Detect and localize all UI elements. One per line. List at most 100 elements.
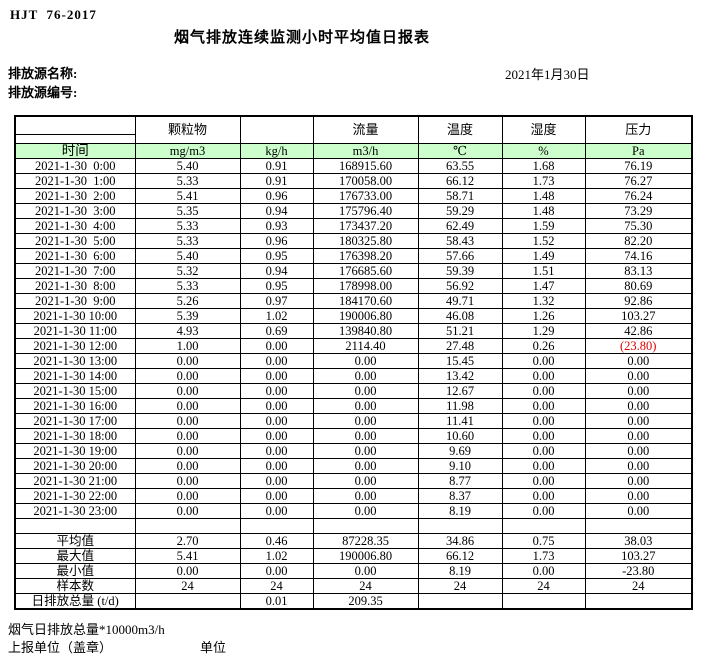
page-title: 烟气排放连续监测小时平均值日报表 xyxy=(173,30,430,46)
value-cell: 1.73 xyxy=(501,173,586,189)
data-row: 2021-1-30 4:00 5.33 0.93 173437.20 62.49 1.59… xyxy=(14,218,693,234)
summary-value: 0.00 xyxy=(239,563,314,579)
spacer-row xyxy=(14,518,693,534)
value-cell: 2114.40 xyxy=(312,338,419,354)
value-cell: 0.69 xyxy=(239,323,314,339)
value-cell: 0.00 xyxy=(501,443,586,459)
summary-value xyxy=(417,593,503,610)
value-cell: 0.00 xyxy=(239,473,314,489)
value-cell: 49.71 xyxy=(417,293,503,309)
time-cell: 2021-1-30 20:00 xyxy=(14,458,136,474)
summary-value: 190006.80 xyxy=(312,548,419,564)
summary-value: 87228.35 xyxy=(312,533,419,549)
value-cell: 5.33 xyxy=(134,278,241,294)
value-cell: 0.00 xyxy=(134,443,241,459)
summary-value: 24 xyxy=(312,578,419,594)
summary-row: 样本数 24 24 24 24 24 24 xyxy=(14,578,693,594)
summary-value xyxy=(584,593,693,610)
value-cell: 0.00 xyxy=(584,458,693,474)
value-cell: 0.00 xyxy=(584,413,693,429)
time-cell: 2021-1-30 19:00 xyxy=(14,443,136,459)
summary-value: 8.19 xyxy=(417,563,503,579)
summary-value: 38.03 xyxy=(584,533,693,549)
time-cell: 2021-1-30 15:00 xyxy=(14,383,136,399)
data-row: 2021-1-30 13:00 0.00 0.00 0.00 15.45 0.00 0.00 xyxy=(14,353,693,369)
summary-label: 平均值 xyxy=(14,533,136,549)
data-row: 2021-1-30 3:00 5.35 0.94 175796.40 59.29 1.48… xyxy=(14,203,693,219)
value-cell: 175796.40 xyxy=(312,203,419,219)
time-cell: 2021-1-30 6:00 xyxy=(14,248,136,264)
value-cell: 1.48 xyxy=(501,188,586,204)
title-wrap: 烟气排放连续监测小时平均值日报表 xyxy=(0,26,604,47)
unit-label: 单位 xyxy=(200,640,227,655)
unit-celsius: ℃ xyxy=(417,143,503,159)
col-header-particulate: 颗粒物 xyxy=(134,115,241,144)
time-cell: 2021-1-30 16:00 xyxy=(14,398,136,414)
value-cell: 58.43 xyxy=(417,233,503,249)
time-cell: 2021-1-30 21:00 xyxy=(14,473,136,489)
value-cell: 76.27 xyxy=(584,173,693,189)
spacer-cell xyxy=(312,518,419,534)
value-cell: 0.00 xyxy=(584,428,693,444)
time-cell: 2021-1-30 5:00 xyxy=(14,233,136,249)
time-cell: 2021-1-30 14:00 xyxy=(14,368,136,384)
value-cell: 1.32 xyxy=(501,293,586,309)
value-cell: 8.37 xyxy=(417,488,503,504)
value-cell: 92.86 xyxy=(584,293,693,309)
value-cell: 0.00 xyxy=(239,458,314,474)
col-header-pressure: 压力 xyxy=(584,115,693,144)
unit-row: 时间 mg/m3 kg/h m3/h ℃ % Pa xyxy=(14,143,693,159)
value-cell: 82.20 xyxy=(584,233,693,249)
time-cell: 2021-1-30 3:00 xyxy=(14,203,136,219)
value-cell: 1.68 xyxy=(501,158,586,174)
unit-percent: % xyxy=(501,143,586,159)
summary-value: 0.46 xyxy=(239,533,314,549)
value-cell: (23.80) xyxy=(584,338,693,354)
summary-value xyxy=(501,593,586,610)
value-cell: 0.00 xyxy=(134,503,241,519)
time-cell: 2021-1-30 17:00 xyxy=(14,413,136,429)
summary-value: 0.01 xyxy=(239,593,314,610)
value-cell: 5.39 xyxy=(134,308,241,324)
header-row-top: 颗粒物 流量 温度 湿度 压力 xyxy=(14,115,693,144)
spacer-cell xyxy=(134,518,241,534)
value-cell: 74.16 xyxy=(584,248,693,264)
value-cell: 8.77 xyxy=(417,473,503,489)
data-row: 2021-1-30 21:00 0.00 0.00 0.00 8.77 0.00 0.00 xyxy=(14,473,693,489)
unit-m3-h: m3/h xyxy=(312,143,419,159)
time-cell: 2021-1-30 18:00 xyxy=(14,428,136,444)
value-cell: 0.00 xyxy=(501,503,586,519)
spacer-cell xyxy=(501,518,586,534)
value-cell: 1.29 xyxy=(501,323,586,339)
value-cell: 0.00 xyxy=(501,488,586,504)
value-cell: 8.19 xyxy=(417,503,503,519)
value-cell: 0.00 xyxy=(239,398,314,414)
value-cell: 0.00 xyxy=(239,443,314,459)
value-cell: 0.00 xyxy=(584,503,693,519)
value-cell: 0.00 xyxy=(239,383,314,399)
col-header-humidity: 湿度 xyxy=(501,115,586,144)
value-cell: 5.41 xyxy=(134,188,241,204)
value-cell: 0.00 xyxy=(501,398,586,414)
value-cell: 0.91 xyxy=(239,173,314,189)
value-cell: 0.00 xyxy=(239,413,314,429)
summary-value: 0.00 xyxy=(501,563,586,579)
summary-value: 1.02 xyxy=(239,548,314,564)
data-row: 2021-1-30 15:00 0.00 0.00 0.00 12.67 0.00 0.00 xyxy=(14,383,693,399)
value-cell: 0.94 xyxy=(239,203,314,219)
value-cell: 0.00 xyxy=(501,473,586,489)
value-cell: 0.00 xyxy=(239,428,314,444)
summary-row: 日排放总量 (t/d) 0.01 209.35 xyxy=(14,593,693,610)
value-cell: 0.00 xyxy=(584,368,693,384)
value-cell: 4.93 xyxy=(134,323,241,339)
value-cell: 0.00 xyxy=(239,488,314,504)
value-cell: 0.00 xyxy=(312,368,419,384)
value-cell: 11.41 xyxy=(417,413,503,429)
data-row: 2021-1-30 8:00 5.33 0.95 178998.00 56.92 1.47… xyxy=(14,278,693,294)
value-cell: 83.13 xyxy=(584,263,693,279)
data-row: 2021-1-30 1:00 5.33 0.91 170058.00 66.12 1.73… xyxy=(14,173,693,189)
value-cell: 5.40 xyxy=(134,158,241,174)
summary-value: 24 xyxy=(584,578,693,594)
time-cell: 2021-1-30 22:00 xyxy=(14,488,136,504)
